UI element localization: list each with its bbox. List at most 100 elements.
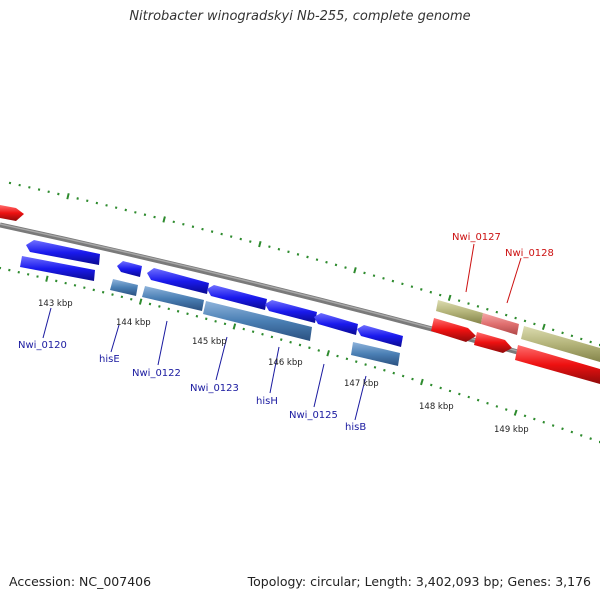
ruler-minor-tick — [411, 377, 414, 381]
ruler-minor-tick — [186, 312, 189, 316]
gene-label-nwi-0128[interactable]: Nwi_0128 — [505, 248, 554, 259]
gene-hisE-upper[interactable] — [117, 261, 142, 277]
ruler-minor-tick — [195, 314, 199, 318]
ruler-major-tick — [66, 193, 70, 200]
ruler-minor-tick — [306, 255, 309, 259]
ruler-minor-tick — [95, 201, 99, 205]
ruler-minor-tick — [551, 328, 555, 332]
ruler-minor-tick — [28, 186, 31, 189]
gene-nwi-0128-upper[interactable] — [481, 313, 519, 335]
gene-nwi-0120-lower[interactable] — [20, 256, 95, 281]
ruler-minor-tick — [176, 309, 180, 313]
gene-labels: Nwi_0120 hisE Nwi_0122 Nwi_0123 hisH Nwi… — [18, 232, 554, 433]
gene-nwi-0127-upper[interactable] — [436, 300, 483, 324]
ruler-minor-tick — [364, 363, 367, 366]
ruler-minor-tick — [429, 383, 433, 387]
ruler-minor-tick — [182, 222, 185, 226]
gene-hisB-upper[interactable] — [357, 325, 403, 347]
ruler-major-tick — [258, 240, 262, 248]
outer-ruler — [8, 181, 600, 347]
gene-red-right-lower[interactable] — [515, 345, 600, 384]
ruler-minor-tick — [589, 340, 592, 344]
gene-label-hisH[interactable]: hisH — [256, 396, 278, 407]
ruler-minor-tick — [37, 188, 41, 191]
gene-nwi-0122-upper[interactable] — [147, 268, 209, 294]
ruler-minor-tick — [289, 340, 292, 344]
ruler-minor-tick — [420, 288, 423, 291]
ruler-minor-tick — [486, 307, 489, 311]
inner-ruler — [0, 266, 600, 444]
ruler-minor-tick — [315, 258, 319, 261]
gene-hisE-lower[interactable] — [110, 279, 138, 296]
gene-label-hisB[interactable]: hisB — [345, 422, 366, 433]
ruler-minor-tick — [383, 368, 386, 372]
ruler-minor-tick — [325, 260, 328, 264]
ruler-minor-tick — [167, 307, 170, 311]
ruler-minor-tick — [47, 190, 50, 194]
ruler-minor-tick — [438, 293, 442, 297]
gene-label-hisE[interactable]: hisE — [99, 354, 120, 365]
ruler-minor-tick — [296, 253, 300, 256]
ruler-minor-tick — [229, 235, 233, 238]
ruler-minor-tick — [143, 213, 147, 217]
gene-label-nwi-0123[interactable]: Nwi_0123 — [190, 383, 239, 394]
ruler-minor-tick — [495, 310, 499, 314]
ruler-minor-tick — [191, 225, 195, 229]
ruler-minor-tick — [448, 389, 452, 393]
ruler-minor-tick — [533, 322, 536, 326]
ruler-minor-tick — [18, 183, 21, 187]
ruler-minor-tick — [579, 337, 583, 341]
ruler-minor-tick — [73, 284, 77, 287]
gene-nwi-0122-lower[interactable] — [142, 286, 204, 311]
gene-hisH-upper[interactable] — [265, 300, 317, 323]
gene-nwi-0123-upper[interactable] — [207, 285, 267, 310]
accession-text: Accession: NC_007406 — [9, 574, 152, 589]
genome-backbone — [0, 222, 600, 378]
gene-nwi-0120-upper[interactable] — [26, 240, 100, 265]
kbp-label: 147 kbp — [344, 379, 379, 389]
gene-nwi-0128-lower[interactable] — [474, 332, 512, 353]
ruler-minor-tick — [130, 297, 133, 301]
lower-band-genes — [20, 256, 600, 384]
gene-nwi-0125-upper[interactable] — [314, 313, 358, 335]
ruler-minor-tick — [467, 302, 470, 305]
ruler-minor-tick — [457, 299, 461, 302]
ruler-minor-tick — [86, 199, 89, 203]
gene-label-nwi-0127[interactable]: Nwi_0127 — [452, 232, 501, 243]
gene-hisB-lower[interactable] — [351, 342, 400, 366]
ruler-minor-tick — [308, 346, 311, 350]
ruler-minor-tick — [261, 332, 264, 336]
ruler-minor-tick — [523, 414, 527, 418]
ruler-minor-tick — [561, 427, 564, 431]
ruler-minor-tick — [429, 290, 433, 294]
ruler-minor-tick — [268, 245, 271, 248]
gene-arrow-left-edge-red[interactable] — [0, 205, 24, 221]
ruler-minor-tick — [76, 197, 79, 200]
ruler-minor-tick — [317, 349, 321, 352]
gene-olive-right-upper[interactable] — [521, 326, 600, 362]
gene-nwi-0123-lower[interactable] — [203, 301, 312, 341]
ruler-minor-tick — [277, 247, 281, 251]
ruler-minor-tick — [158, 305, 161, 308]
ruler-major-tick — [45, 275, 49, 282]
ruler-minor-tick — [153, 215, 156, 219]
ruler-minor-tick — [334, 263, 338, 267]
gene-label-nwi-0120[interactable]: Nwi_0120 — [18, 340, 67, 351]
ruler-minor-tick — [239, 237, 242, 241]
ruler-minor-tick — [105, 204, 108, 207]
ruler-minor-tick — [17, 270, 20, 274]
gene-label-nwi-0125[interactable]: Nwi_0125 — [289, 410, 338, 421]
ruler-minor-tick — [223, 322, 227, 326]
gene-label-nwi-0122[interactable]: Nwi_0122 — [132, 368, 181, 379]
gene-nwi-0127-lower[interactable] — [431, 318, 476, 342]
ruler-minor-tick — [205, 317, 208, 321]
ruler-minor-tick — [134, 211, 137, 214]
ruler-minor-tick — [533, 417, 536, 421]
ruler-minor-tick — [345, 357, 349, 361]
ruler-minor-tick — [579, 433, 583, 437]
ruler-minor-tick — [523, 319, 527, 323]
ruler-minor-tick — [467, 395, 471, 399]
ruler-minor-tick — [476, 304, 480, 308]
